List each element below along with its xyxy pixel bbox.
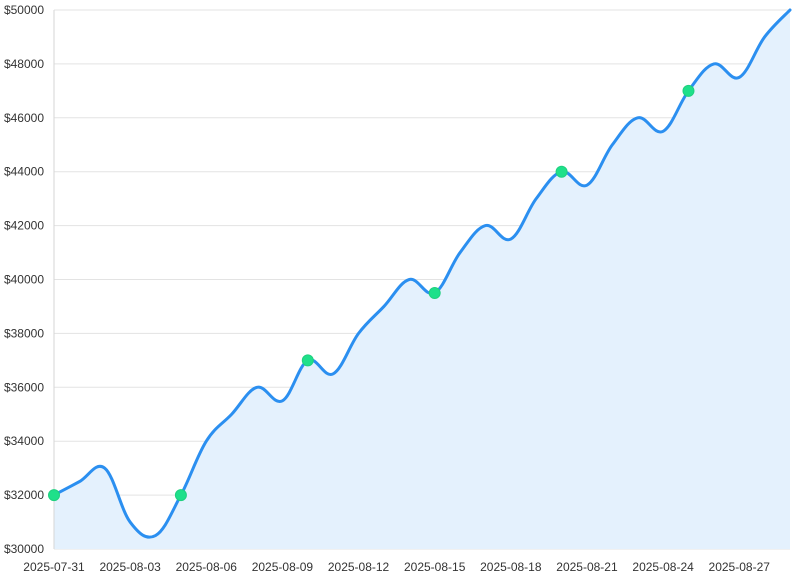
x-axis-ticks: 2025-07-31 2025-08-03 2025-08-06 2025-08-09… bbox=[23, 560, 770, 574]
x-tick-label: 2025-08-12 bbox=[328, 560, 390, 574]
x-tick-label: 2025-08-09 bbox=[252, 560, 314, 574]
highlight-point bbox=[174, 489, 187, 502]
y-tick-label: $50000 bbox=[4, 3, 44, 17]
series-area-fill bbox=[54, 10, 790, 549]
y-tick-label: $40000 bbox=[4, 273, 44, 287]
highlight-point bbox=[428, 286, 441, 299]
highlight-point bbox=[682, 84, 695, 97]
y-tick-label: $36000 bbox=[4, 380, 44, 394]
x-tick-label: 2025-07-31 bbox=[23, 560, 85, 574]
highlight-markers bbox=[48, 84, 695, 502]
y-tick-label: $32000 bbox=[4, 488, 44, 502]
y-axis-ticks: $30000 $32000 $34000 $36000 $38000 $40000 $420… bbox=[4, 3, 44, 556]
y-tick-label: $34000 bbox=[4, 434, 44, 448]
x-tick-label: 2025-08-24 bbox=[632, 560, 694, 574]
x-tick-label: 2025-08-06 bbox=[176, 560, 238, 574]
x-tick-label: 2025-08-15 bbox=[404, 560, 466, 574]
highlight-point bbox=[555, 165, 568, 178]
x-tick-label: 2025-08-27 bbox=[709, 560, 771, 574]
y-tick-label: $46000 bbox=[4, 111, 44, 125]
y-tick-label: $42000 bbox=[4, 219, 44, 233]
y-tick-label: $44000 bbox=[4, 165, 44, 179]
x-tick-label: 2025-08-18 bbox=[480, 560, 542, 574]
y-tick-label: $48000 bbox=[4, 57, 44, 71]
highlight-point bbox=[48, 489, 60, 502]
x-tick-label: 2025-08-03 bbox=[99, 560, 161, 574]
highlight-point bbox=[301, 354, 314, 367]
y-tick-label: $30000 bbox=[4, 542, 44, 556]
x-tick-label: 2025-08-21 bbox=[556, 560, 618, 574]
y-tick-label: $38000 bbox=[4, 326, 44, 340]
